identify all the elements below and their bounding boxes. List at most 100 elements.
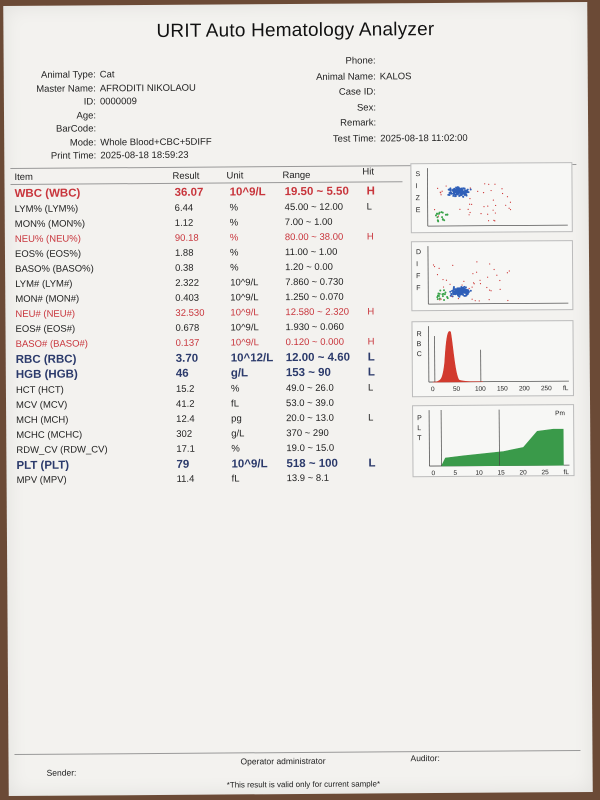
tick-label: 20 [519, 469, 527, 476]
scatter-dot [433, 209, 436, 211]
result-hit: L [367, 366, 375, 379]
scatter-dot [508, 207, 510, 209]
result-value: 15.2 [175, 383, 195, 395]
patient-right-label: Case ID: [338, 86, 376, 98]
column-item: Item [14, 171, 33, 183]
scatter-dot [451, 295, 453, 298]
scatter-dot [484, 183, 486, 185]
result-range: 1.930 ~ 0.060 [285, 321, 344, 333]
scatter-dot [439, 299, 441, 301]
result-value: 79 [176, 458, 190, 471]
scatter-dot [466, 292, 469, 295]
result-unit: % [229, 216, 239, 228]
scatter-dot [457, 186, 460, 189]
result-hit: H [367, 335, 375, 348]
scatter-dot [442, 292, 445, 295]
result-value: 1.12 [174, 217, 194, 229]
scatter-dot [469, 289, 472, 292]
scatter-dot [495, 204, 497, 207]
scatter-dot [442, 286, 445, 288]
result-value: 11.4 [176, 473, 195, 485]
patient-left-label: Animal Type: [40, 69, 96, 81]
axis-letter: E [416, 207, 421, 214]
result-value: 90.18 [174, 232, 199, 244]
result-value: 12.4 [176, 413, 195, 425]
patient-left-label: ID: [83, 96, 96, 108]
scatter-dot [469, 188, 472, 191]
patient-left-value: Whole Blood+CBC+5DIFF [100, 136, 212, 148]
scatter-dot [437, 220, 440, 223]
patient-right-label: Phone: [345, 55, 376, 67]
scatter-dot [490, 189, 492, 192]
scatter-dot [436, 212, 439, 215]
result-item: EOS% (EOS%) [14, 248, 82, 260]
result-value: 0.38 [175, 262, 194, 274]
result-hit: L [366, 200, 372, 213]
scatter-dot [463, 290, 466, 293]
column-unit: Unit [226, 170, 244, 182]
patient-right-value: KALOS [379, 70, 412, 82]
result-range: 80.00 ~ 38.00 [284, 231, 344, 243]
result-value: 17.1 [176, 443, 195, 455]
result-range: 1.20 ~ 0.00 [285, 261, 333, 273]
result-item: MCHC (MCHC) [16, 429, 83, 441]
scatter-dot [455, 292, 458, 295]
scatter-dot [436, 274, 439, 276]
scatter-dot [466, 188, 469, 191]
scatter-dot [442, 289, 445, 292]
result-unit: 10^9/L [231, 457, 268, 470]
operator-label: Operator administrator [240, 755, 326, 767]
result-unit: % [231, 442, 240, 454]
result-unit: % [230, 382, 240, 394]
result-item: BASO% (BASO%) [15, 262, 94, 275]
scatter-dot [471, 298, 473, 300]
scatter-dot [499, 288, 501, 290]
patient-right-label: Remark: [340, 117, 377, 129]
report-sheet: URIT Auto Hematology Analyzer Animal Typ… [3, 1, 593, 797]
scatter-dot [492, 209, 494, 211]
scatter-dot [460, 286, 463, 289]
patient-left-label: Age: [76, 109, 97, 122]
result-item: NEU% (NEU%) [14, 233, 81, 245]
scatter-dot [472, 273, 474, 275]
sender-label: Sender: [46, 767, 77, 778]
scatter-dot [509, 201, 512, 203]
scatter-dot [509, 208, 512, 211]
scatter-dot [462, 287, 465, 290]
result-unit: % [229, 201, 239, 213]
scatter-dot [464, 286, 467, 289]
column-result: Result [172, 170, 200, 182]
histogram-curve [440, 428, 564, 467]
result-item: RDW_CV (RDW_CV) [16, 443, 108, 456]
result-item: MCV (MCV) [15, 399, 68, 411]
result-value: 3.70 [175, 352, 199, 365]
scatter-dot [449, 294, 452, 297]
scatter-dot [463, 280, 465, 282]
result-item: HGB (HGB) [15, 368, 78, 381]
report-title: URIT Auto Hematology Analyzer [156, 19, 435, 42]
scatter-dot [440, 298, 442, 300]
scatter-dot [488, 299, 490, 301]
result-item: MON% (MON%) [14, 217, 86, 230]
scatter-dot [442, 278, 444, 281]
result-range: 45.00 ~ 12.00 [284, 201, 344, 213]
patient-info-left: Animal Type: Cat Master Name: AFRODITI NIKO… [3, 2, 587, 161]
scatter-dot [445, 185, 447, 187]
scatter-dot [463, 193, 466, 196]
scatter-dot [499, 279, 501, 282]
result-range: 518 ~ 100 [286, 457, 338, 470]
tick-label: 10 [475, 470, 483, 476]
footer-divider [14, 750, 581, 755]
x-axis [427, 224, 568, 227]
scatter-dot [456, 189, 459, 192]
scatter-dot [454, 291, 457, 294]
result-unit: % [229, 246, 239, 258]
scatter-dot [433, 265, 436, 268]
histogram-curve [432, 331, 483, 383]
scatter-dot [454, 193, 457, 196]
scatter-dot [460, 189, 463, 192]
scatter-dot [462, 195, 465, 198]
result-unit: % [230, 261, 239, 273]
scatter-dot [467, 290, 470, 293]
result-item: MPV (MPV) [16, 474, 67, 486]
